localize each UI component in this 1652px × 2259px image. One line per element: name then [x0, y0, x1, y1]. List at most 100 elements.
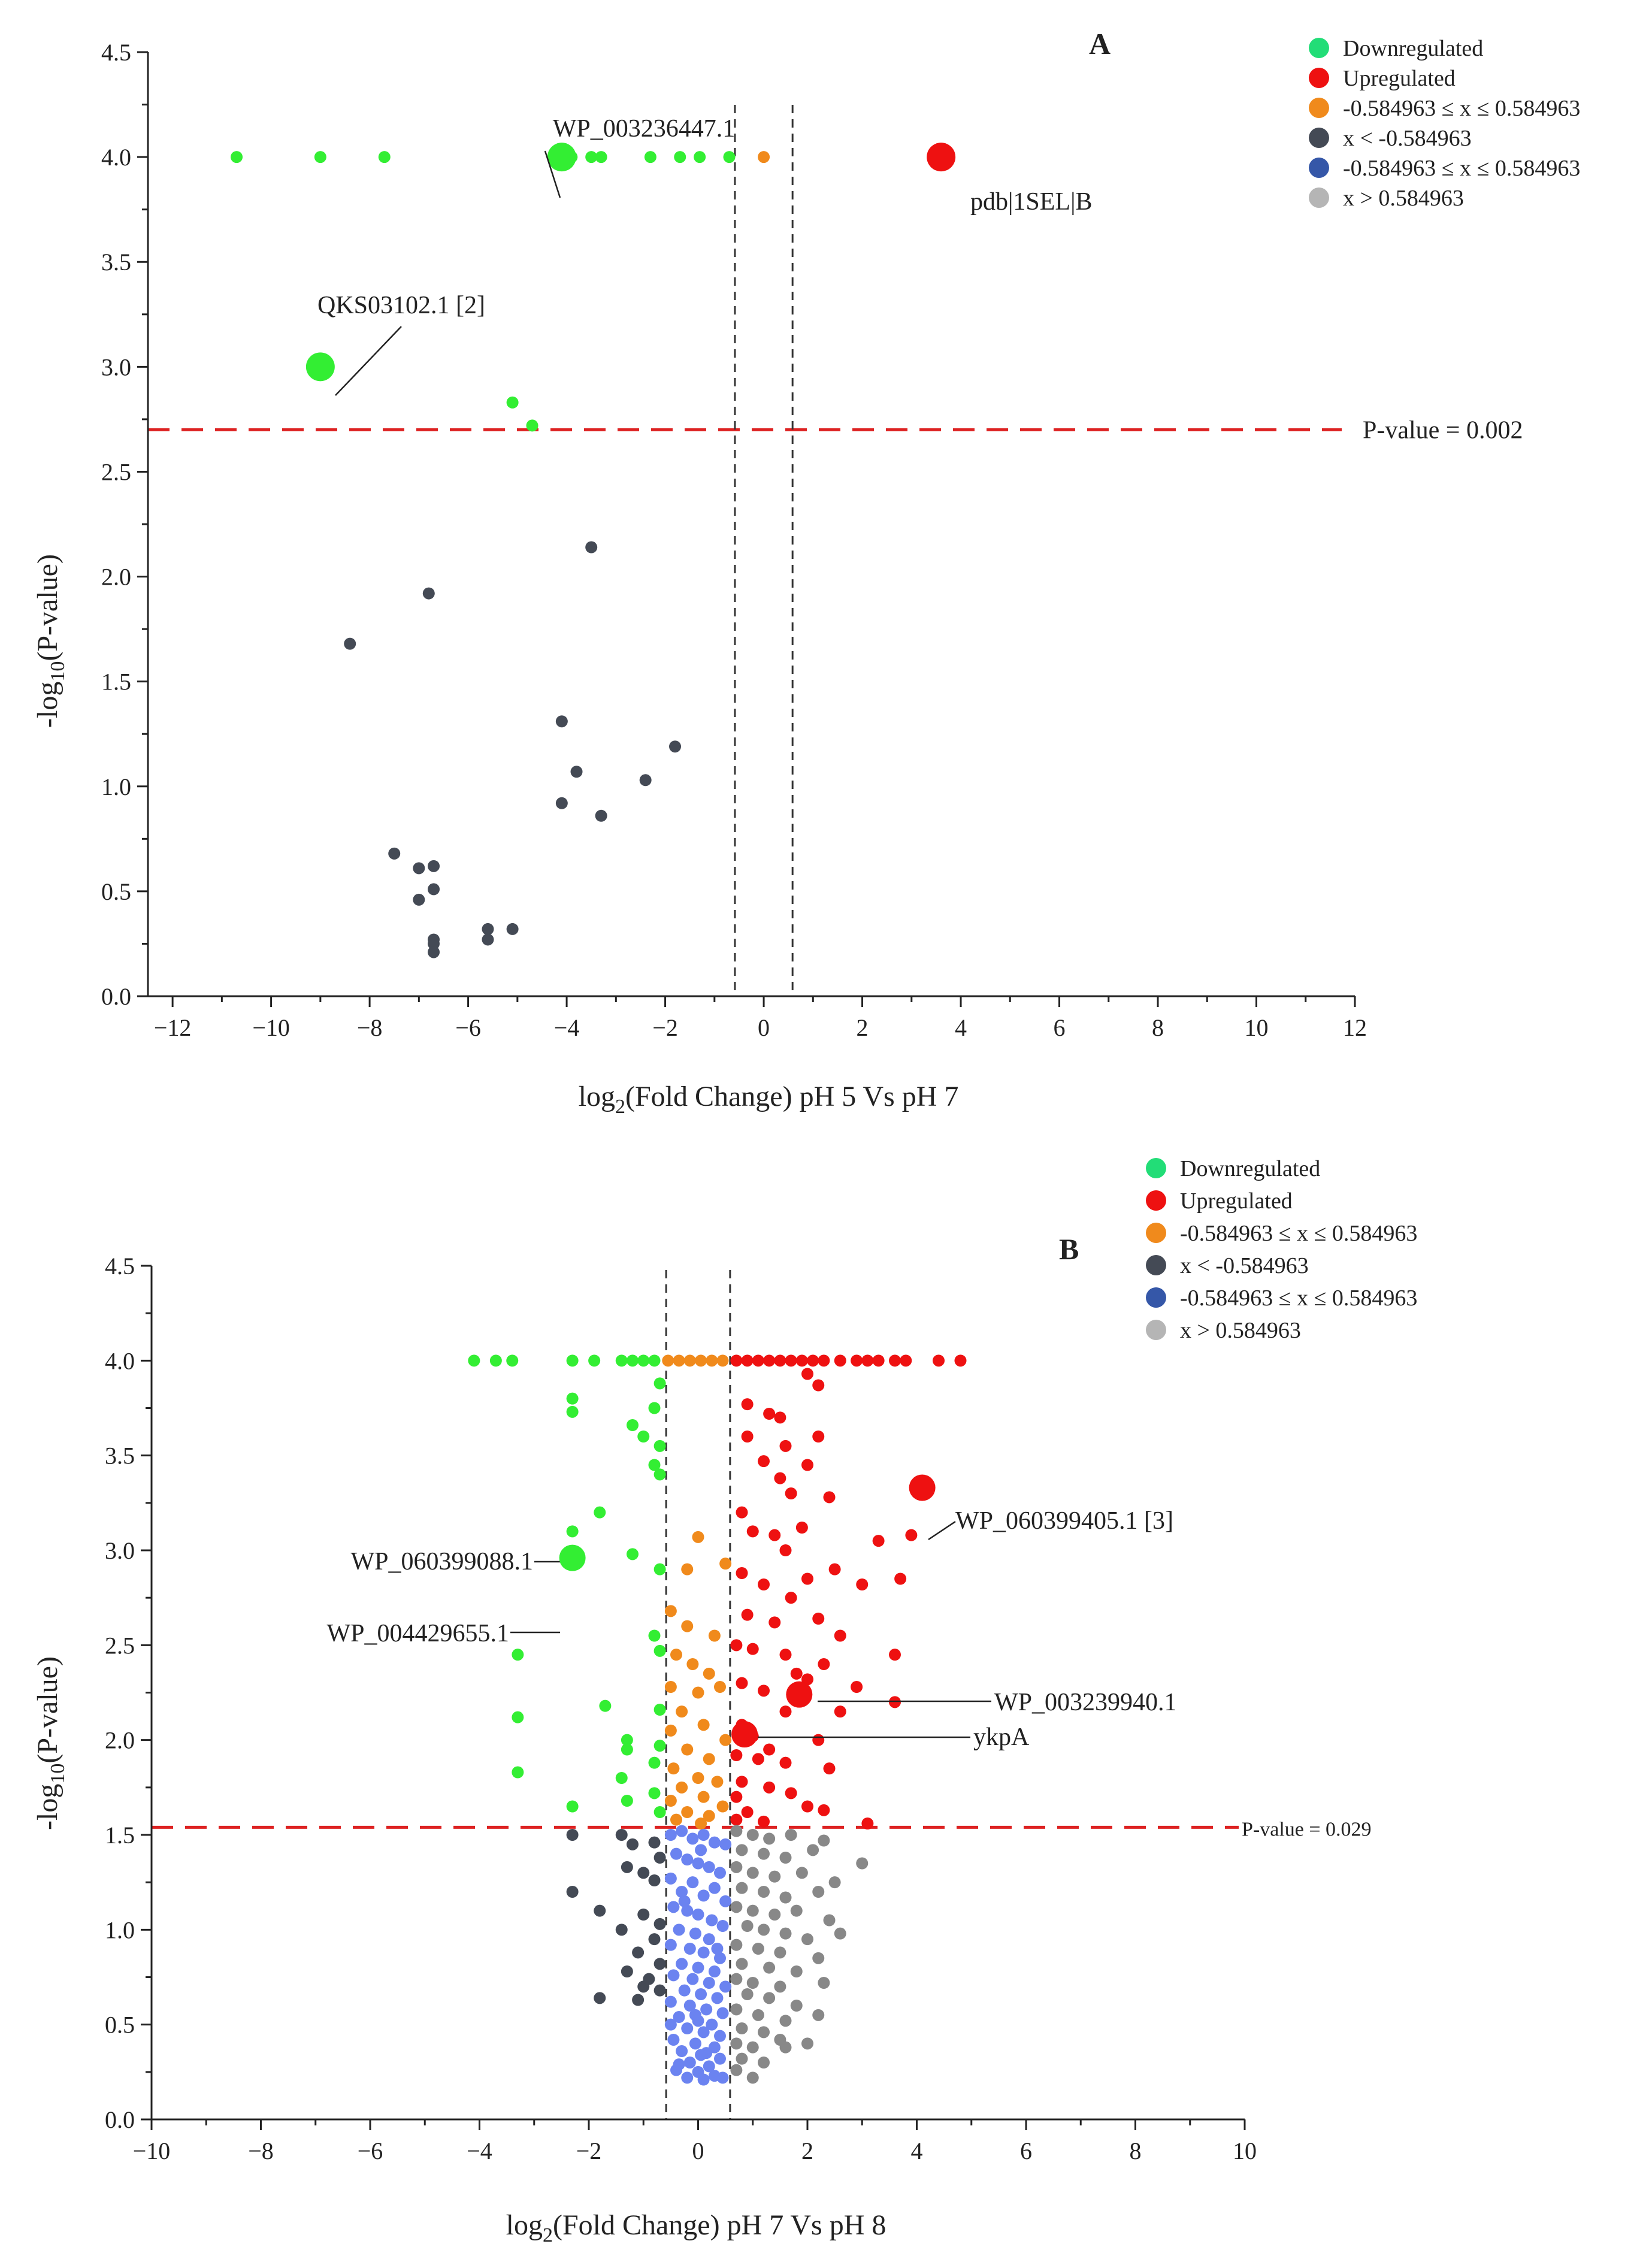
data-point-gray [730, 1901, 743, 1913]
data-point-gray [741, 1920, 754, 1932]
legend-label: Upregulated [1180, 1189, 1293, 1214]
legend-label: x < -0.584963 [1343, 126, 1472, 151]
data-point-up [752, 1354, 764, 1367]
legend-marker [1309, 68, 1329, 88]
data-point-blue [676, 1958, 688, 1970]
data-point-blue [689, 1927, 701, 1940]
data-point-blue [681, 1904, 694, 1917]
y-tick-label: 2.5 [105, 1632, 135, 1659]
data-point-up [741, 1431, 754, 1443]
data-point-blue [697, 1889, 710, 1902]
data-point-gray [746, 2071, 759, 2084]
data-point-dark [506, 923, 519, 935]
y-tick-label: 2.0 [101, 564, 131, 591]
data-point-up [758, 1685, 770, 1697]
data-point-gray [752, 2009, 764, 2021]
data-point-orange [670, 1813, 682, 1826]
data-point-orange [664, 1605, 677, 1617]
data-point-up [807, 1354, 819, 1367]
panel-a-x-axis-title: log2(Fold Change) pH 5 Vs pH 7 [579, 1081, 959, 1118]
data-point-up [730, 1639, 743, 1652]
data-point-dark [653, 1958, 666, 1970]
data-point-blue [673, 2058, 685, 2071]
data-point-up [818, 1804, 830, 1816]
data-point-dark [428, 938, 440, 950]
legend-label: x > 0.584963 [1343, 186, 1464, 211]
annotation-label: WP_004429655.1 [327, 1620, 510, 1647]
data-point-up [785, 1592, 797, 1604]
data-point-down [648, 1354, 661, 1367]
data-point-up [741, 1354, 754, 1367]
x-tick-label: −4 [467, 2137, 492, 2164]
data-point-up [812, 1379, 825, 1392]
data-point-up [752, 1753, 764, 1765]
data-point-down [468, 1354, 480, 1367]
data-point-blue [676, 1886, 688, 1898]
data-point-up [741, 1806, 754, 1818]
data-point-down [653, 1740, 666, 1752]
data-point-blue [711, 1943, 724, 1955]
data-point-up [730, 1354, 743, 1367]
data-point-blue [697, 2073, 710, 2086]
data-point-orange [681, 1563, 694, 1575]
y-tick-label: 3.0 [101, 353, 131, 380]
data-point-gray [807, 1844, 819, 1856]
data-point-dark [615, 1924, 628, 1936]
data-point-gray [746, 1867, 759, 1879]
legend-label: -0.584963 ≤ x ≤ 0.584963 [1180, 1221, 1417, 1246]
data-point-dark [413, 893, 425, 906]
y-tick-label: 1.0 [101, 773, 131, 800]
data-point-down [653, 1704, 666, 1716]
data-point-up [889, 1649, 901, 1661]
data-point-gray [790, 2000, 803, 2012]
x-tick-label: −10 [133, 2137, 171, 2164]
x-tick-label: 6 [1020, 2137, 1032, 2164]
data-point-orange [714, 1681, 726, 1693]
data-point-orange [676, 1781, 688, 1794]
data-point-orange [703, 1753, 715, 1765]
data-point-up [779, 1544, 792, 1556]
data-point-orange [695, 1354, 707, 1367]
data-point-orange [697, 1719, 710, 1731]
data-point-dark [621, 1965, 633, 1977]
data-point-down [595, 151, 607, 164]
data-point-orange [708, 1629, 721, 1642]
data-point-gray [758, 2057, 770, 2069]
panel-b-axes: −10 −8 −6 −4 −2 0 2 4 6 8 10 0.0 0.5 1.0 1.5 2.0 2.5 3.0 3… [105, 1253, 1257, 2164]
panel-a-annotations: WP_003236447.1 QKS03102.1 [2] pdb|1SEL|B [305, 115, 1093, 396]
x-tick-label: −2 [652, 1014, 678, 1041]
data-point-gray [736, 1882, 748, 1894]
data-point-gray [790, 1904, 803, 1917]
data-point-gray [736, 2052, 748, 2065]
highlighted-point [559, 1544, 586, 1571]
data-point-down [526, 419, 538, 432]
data-point-blue [700, 2047, 713, 2060]
data-point-orange [681, 1620, 694, 1632]
data-point-orange [692, 1772, 704, 1784]
data-point-blue [681, 2022, 694, 2034]
x-tick-label: 4 [911, 2137, 923, 2164]
x-tick-label: −10 [252, 1014, 290, 1041]
data-point-blue [716, 2071, 729, 2084]
panel-a-legend: Downregulated Upregulated -0.584963 ≤ x ≤ … [1309, 36, 1580, 211]
data-point-up [768, 1529, 781, 1541]
data-point-down [653, 1644, 666, 1657]
data-point-dark [594, 1992, 606, 2004]
data-point-blue [692, 1909, 704, 1921]
data-point-blue [681, 1853, 694, 1866]
data-point-up [801, 1673, 813, 1686]
annotation-leader-line [544, 150, 561, 198]
data-point-dark [413, 862, 425, 875]
data-point-gray [758, 1886, 770, 1898]
data-point-blue [686, 1832, 699, 1845]
highlighted-point [305, 352, 335, 382]
y-tick-label: 0.0 [101, 983, 131, 1010]
data-point-down [378, 151, 391, 164]
data-point-up [774, 1472, 786, 1484]
x-tick-label: −8 [248, 2137, 274, 2164]
data-point-gray [741, 1988, 754, 2000]
data-point-dark [637, 1980, 650, 1993]
y-tick-label: 3.5 [105, 1443, 135, 1469]
highlighted-point [786, 1681, 813, 1708]
data-point-up [774, 1354, 786, 1367]
